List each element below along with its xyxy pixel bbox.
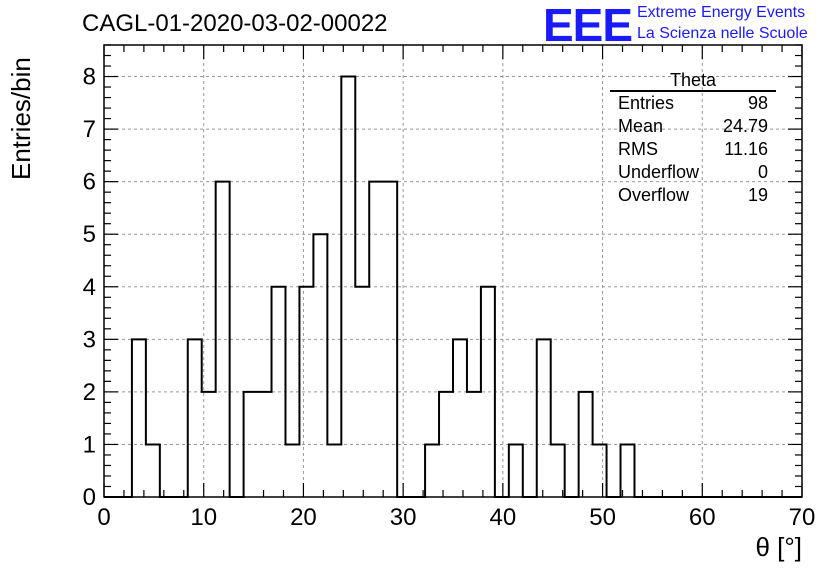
logo-line-2: La Scienza nelle Scuole <box>637 25 808 42</box>
y-tick-label: 7 <box>83 116 96 143</box>
y-tick-label: 2 <box>83 379 96 406</box>
stats-box: Theta Entries 98 Mean 24.79 RMS 11.16 Un… <box>610 70 776 207</box>
x-tick-label: 30 <box>390 504 417 531</box>
stats-row-underflow: Underflow 0 <box>610 161 776 184</box>
x-tick-label: 0 <box>97 504 110 531</box>
y-axis-label: Entries/bin <box>6 57 36 180</box>
plot-frame <box>103 44 803 498</box>
y-tick-label: 6 <box>83 169 96 196</box>
x-tick-label: 10 <box>190 504 217 531</box>
stats-value: 0 <box>757 162 768 182</box>
y-tick-label: 1 <box>83 431 96 458</box>
stats-label: Underflow <box>618 162 700 182</box>
stats-title: Theta <box>610 70 776 92</box>
eee-logo: EEE <box>543 0 633 51</box>
stats-value: 98 <box>747 93 768 113</box>
stats-value: 19 <box>747 185 768 205</box>
x-tick-label: 60 <box>689 504 716 531</box>
stats-label: RMS <box>618 139 658 159</box>
x-tick-label: 50 <box>589 504 616 531</box>
x-tick-label: 20 <box>290 504 317 531</box>
histogram-outline <box>104 75 802 498</box>
stats-label: Mean <box>618 116 664 136</box>
x-tick-label: 70 <box>789 504 816 531</box>
y-tick-label: 4 <box>83 274 96 301</box>
stats-row-mean: Mean 24.79 <box>610 115 776 138</box>
y-tick-label: 5 <box>83 221 96 248</box>
logo-line-1: Extreme Energy Events <box>637 4 806 21</box>
y-tick-label: 0 <box>83 484 96 511</box>
stats-label: Overflow <box>618 185 690 205</box>
chart-title: CAGL-01-2020-03-02-00022 <box>82 10 388 37</box>
stats-row-rms: RMS 11.16 <box>610 138 776 161</box>
stats-value: 24.79 <box>722 116 768 136</box>
y-tick-label: 8 <box>83 64 96 91</box>
y-tick-label: 3 <box>83 326 96 353</box>
stats-value: 11.16 <box>724 139 768 159</box>
x-tick-label: 40 <box>490 504 517 531</box>
stats-row-entries: Entries 98 <box>610 92 776 115</box>
stats-label: Entries <box>618 93 675 113</box>
stats-row-overflow: Overflow 19 <box>610 184 776 207</box>
x-axis-label: θ [°] <box>755 532 802 562</box>
